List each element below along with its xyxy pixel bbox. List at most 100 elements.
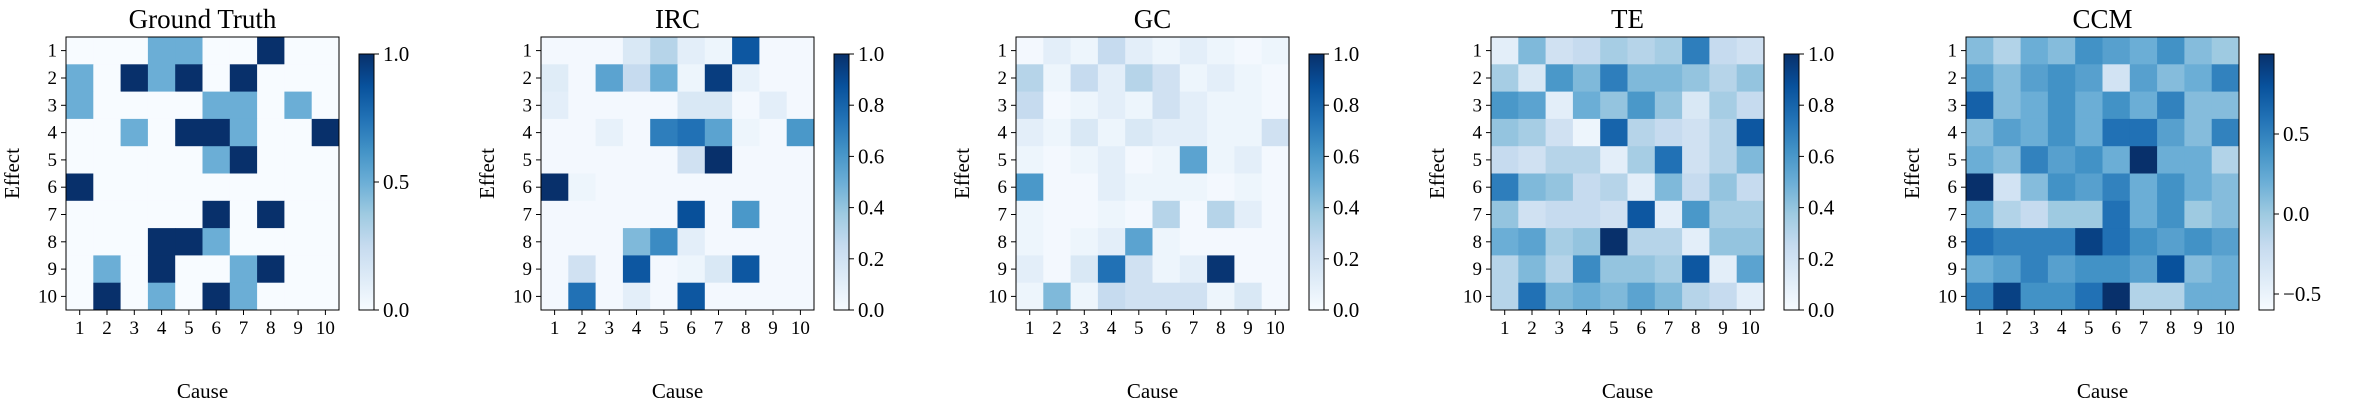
heatmap-cell (2184, 228, 2213, 256)
y-tick-label: 2 (523, 68, 533, 89)
heatmap-cell (1709, 118, 1738, 147)
heatmap-cell (595, 91, 624, 120)
heatmap-cell (175, 282, 203, 311)
x-tick-label: 7 (2139, 318, 2149, 339)
heatmap-cell (1207, 173, 1235, 202)
heatmap-cell (2184, 282, 2213, 311)
heatmap-cell (1572, 228, 1601, 256)
heatmap-cell (1125, 228, 1153, 256)
heatmap-cell (257, 91, 285, 120)
x-tick-label: 1 (1975, 318, 1985, 339)
heatmap-cell (257, 282, 285, 311)
heatmap-cell (1125, 173, 1153, 202)
heatmap-cell (229, 200, 258, 229)
heatmap-cell (1572, 282, 1601, 311)
heatmap-cell (1736, 146, 1765, 174)
heatmap-cell (1152, 37, 1181, 65)
colorbar-tick-label: 0.0 (858, 298, 884, 322)
heatmap-cell (1709, 200, 1738, 229)
heatmap-cell (677, 200, 706, 229)
heatmap-cell (66, 118, 94, 147)
heatmap-cell (66, 37, 94, 65)
heatmap-cell (2020, 64, 2049, 92)
colorbar-tick-label: −0.5 (2283, 282, 2321, 306)
heatmap-cell (1600, 200, 1628, 229)
heatmap-cell (1491, 64, 1519, 92)
heatmap-cell (1070, 118, 1099, 147)
heatmap-cell (1709, 173, 1738, 202)
heatmap-cell (1016, 146, 1044, 174)
x-axis-label: Cause (1602, 379, 1653, 403)
heatmap-cell (622, 118, 651, 147)
heatmap-cell (1993, 282, 2021, 311)
heatmap-cell (2129, 200, 2158, 229)
heatmap-cell (2129, 91, 2158, 120)
y-tick-label: 10 (988, 286, 1007, 307)
colorbar-tick-label: 0.4 (858, 196, 885, 220)
heatmap-cell (2020, 91, 2049, 120)
heatmap-cell (66, 91, 94, 120)
y-axis-label: Effect (950, 148, 974, 199)
heatmap-cell (229, 64, 258, 92)
heatmap-cell (677, 228, 706, 256)
heatmap-cell (1016, 200, 1044, 229)
heatmap-cell (1627, 200, 1656, 229)
heatmap-cell (2157, 173, 2185, 202)
heatmap-cell (595, 255, 624, 284)
heatmap-cell (1966, 228, 1994, 256)
heatmap-cell (311, 173, 340, 202)
heatmap-cell (704, 146, 733, 174)
heatmap-cell (1736, 255, 1765, 284)
heatmap-cell (311, 37, 340, 65)
heatmap-cell (2020, 200, 2049, 229)
heatmap-cell (2075, 146, 2103, 174)
heatmap-cell (202, 91, 231, 120)
heatmap-cell (93, 228, 121, 256)
heatmap-cell (1207, 64, 1235, 92)
heatmap-cell (704, 173, 733, 202)
colorbar (358, 53, 375, 311)
heatmap-cell (2211, 282, 2240, 311)
heatmap-cell (202, 282, 231, 311)
heatmap-cell (1179, 118, 1208, 147)
heatmap-cell (759, 228, 788, 256)
colorbar-tick-label: 0.4 (1333, 196, 1360, 220)
x-tick-label: 2 (102, 318, 112, 339)
heatmap-cell (732, 64, 760, 92)
y-tick-label: 4 (48, 123, 58, 144)
colorbar-tick-label: 0.0 (383, 298, 409, 322)
y-tick-label: 3 (48, 95, 58, 116)
heatmap-cell (568, 255, 596, 284)
heatmap-cell (2047, 118, 2076, 147)
heatmap-cell (2211, 118, 2240, 147)
heatmap-cell (2211, 64, 2240, 92)
heatmap-cell (1207, 228, 1235, 256)
heatmap-cell (1600, 91, 1628, 120)
heatmap-cell (2047, 37, 2076, 65)
heatmap-cell (257, 255, 285, 284)
heatmap-cell (786, 228, 815, 256)
heatmap-cell (2047, 146, 2076, 174)
heatmap-cell (311, 282, 340, 311)
heatmap-cell (568, 64, 596, 92)
heatmap-cell (1043, 255, 1071, 284)
heatmap-cell (1600, 173, 1628, 202)
heatmap-cell (622, 37, 651, 65)
heatmap-cell (2184, 118, 2213, 147)
heatmap-cell (759, 173, 788, 202)
heatmap-cell (1966, 282, 1994, 311)
heatmap-cell (1627, 118, 1656, 147)
heatmap-cell (284, 282, 313, 311)
heatmap-cell (1682, 255, 1710, 284)
plot-frame (65, 36, 340, 311)
heatmap-cell (66, 282, 94, 311)
heatmap-cell (1491, 118, 1519, 147)
heatmap-cell (120, 173, 149, 202)
heatmap-cell (2184, 37, 2213, 65)
x-tick-label: 5 (2084, 318, 2094, 339)
y-tick-label: 1 (998, 41, 1008, 62)
heatmap-cell (1709, 228, 1738, 256)
heatmap-cell (2047, 64, 2076, 92)
heatmap-cell (1600, 282, 1628, 311)
x-tick-label: 6 (211, 318, 221, 339)
